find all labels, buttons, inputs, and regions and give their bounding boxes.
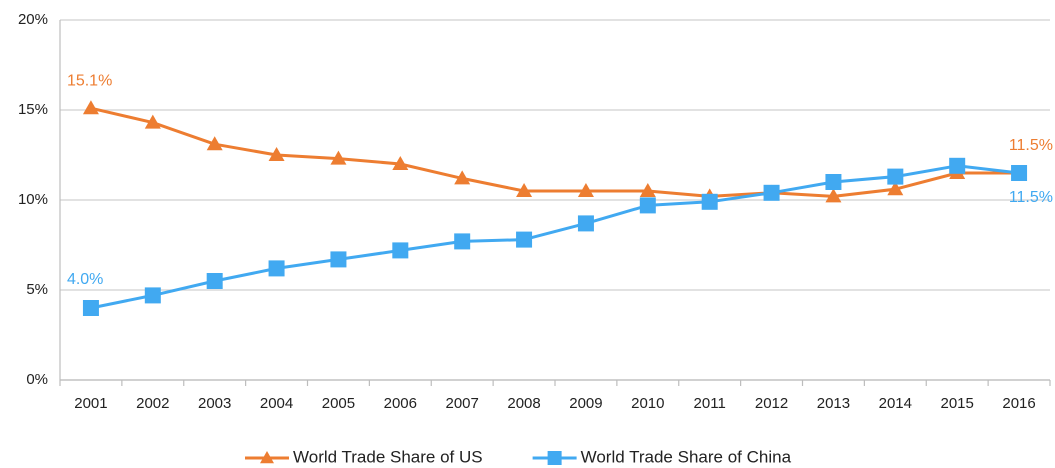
data-label: 11.5% <box>1009 189 1053 206</box>
x-tick-label: 2002 <box>136 395 169 412</box>
data-point <box>454 233 471 250</box>
data-point <box>887 168 904 185</box>
data-point <box>268 147 285 161</box>
legend-marker <box>260 451 274 464</box>
data-point <box>516 231 533 248</box>
y-tick-label: 15% <box>18 101 48 118</box>
x-tick-label: 2006 <box>384 395 417 412</box>
x-tick-label: 2012 <box>755 395 788 412</box>
data-point <box>949 157 966 174</box>
series-line <box>90 106 1020 198</box>
data-point <box>206 273 223 289</box>
data-point <box>392 156 409 170</box>
x-tick-label: 2004 <box>260 395 293 412</box>
data-point <box>454 170 471 185</box>
x-tick-label: 2014 <box>879 395 912 412</box>
legend-marker <box>547 451 562 465</box>
x-tick-label: 2009 <box>569 395 602 412</box>
y-tick-label: 0% <box>26 371 48 388</box>
x-tick-label: 2007 <box>446 395 479 412</box>
x-tick-label: 2016 <box>1002 395 1035 412</box>
data-point <box>392 242 409 259</box>
x-tick-label: 2013 <box>817 395 850 412</box>
data-point <box>330 251 347 268</box>
x-tick-label: 2001 <box>74 395 107 412</box>
data-point <box>887 181 904 196</box>
x-tick-label: 2008 <box>507 395 540 412</box>
x-tick-label: 2011 <box>694 395 726 412</box>
legend-label: World Trade Share of US <box>293 447 483 466</box>
data-label: 15.1% <box>67 72 112 89</box>
y-tick-label: 10% <box>18 191 48 208</box>
data-point <box>825 174 842 190</box>
x-tick-label: 2003 <box>198 395 231 412</box>
data-point <box>206 136 223 151</box>
data-point <box>82 300 99 316</box>
x-tick-label: 2015 <box>941 395 974 412</box>
y-tick-label: 20% <box>18 11 48 28</box>
data-label: 4.0% <box>67 271 103 288</box>
data-point <box>516 183 533 197</box>
x-tick-label: 2005 <box>322 395 355 412</box>
legend-label: World Trade Share of China <box>581 447 792 466</box>
data-point <box>639 197 656 214</box>
data-point <box>701 193 718 210</box>
data-point <box>330 150 347 165</box>
data-point <box>639 183 656 197</box>
series-line <box>90 164 1020 310</box>
data-point <box>268 260 285 277</box>
data-point <box>825 188 842 203</box>
data-label: 11.5% <box>1009 137 1053 154</box>
data-point <box>82 100 99 115</box>
y-tick-label: 5% <box>26 281 48 298</box>
data-point <box>577 183 594 197</box>
x-tick-label: 2010 <box>631 395 664 412</box>
data-point <box>1011 165 1028 181</box>
data-point <box>577 215 594 232</box>
data-point <box>763 184 780 201</box>
data-point <box>144 114 161 129</box>
data-point <box>144 287 161 304</box>
